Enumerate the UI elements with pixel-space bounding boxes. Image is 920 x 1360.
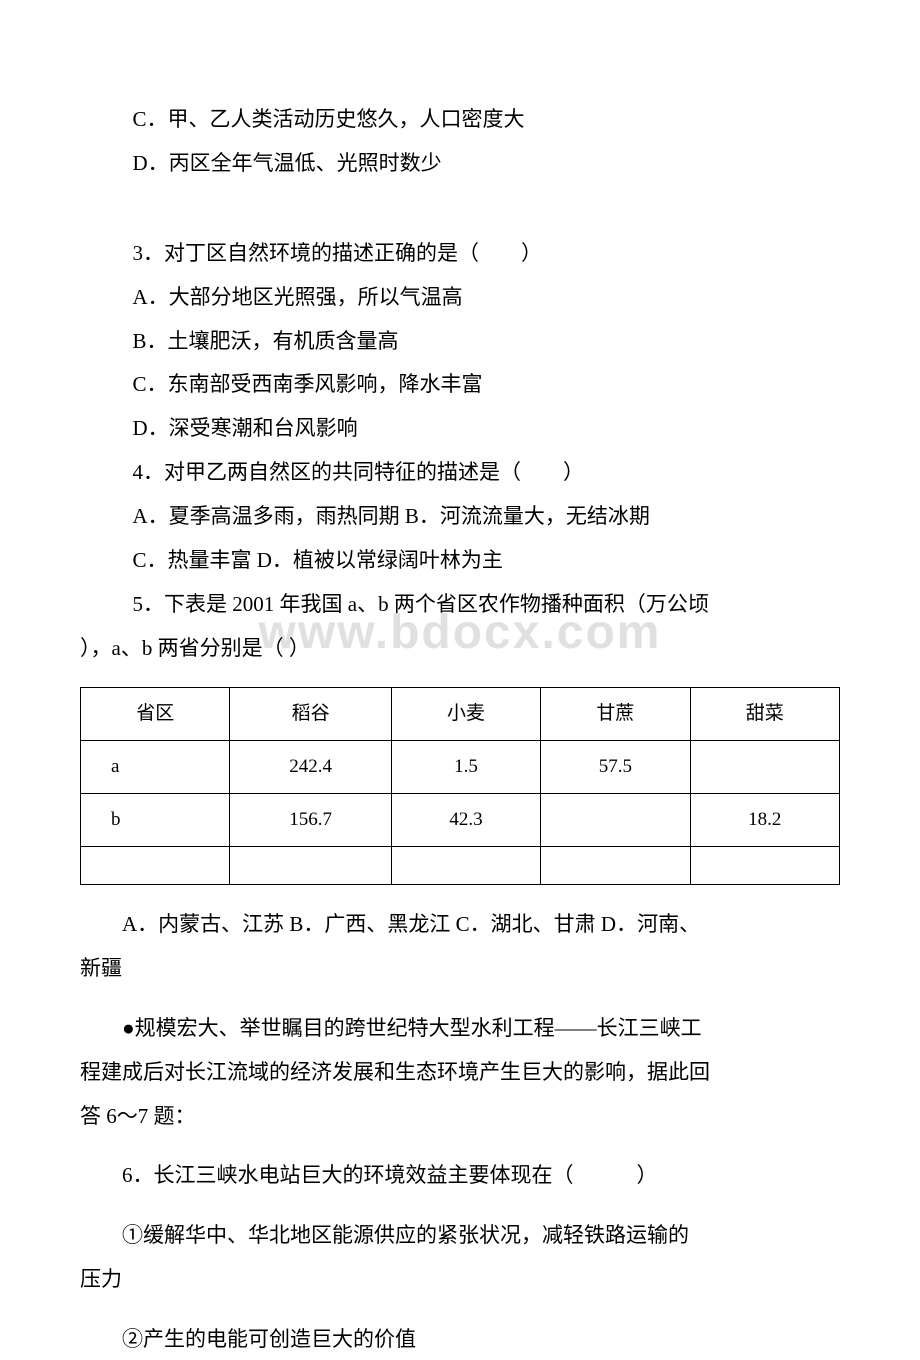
table-cell bbox=[690, 846, 839, 884]
q5-stem-line2: ），a、b 两省分别是（ ） bbox=[80, 629, 840, 669]
intro-67-line1: ●规模宏大、举世瞩目的跨世纪特大型水利工程——长江三峡工 bbox=[80, 1009, 840, 1049]
q3-stem: 3．对丁区自然环境的描述正确的是（ ） bbox=[80, 234, 840, 274]
q3-option-a: A．大部分地区光照强，所以气温高 bbox=[80, 278, 840, 318]
table-header: 甘蔗 bbox=[541, 687, 690, 740]
intro-67-line3: 答 6～7 题： bbox=[80, 1097, 840, 1137]
table-cell: 57.5 bbox=[541, 740, 690, 793]
q5-data-table: 省区 稻谷 小麦 甘蔗 甜菜 a 242.4 1.5 57.5 b 156.7 … bbox=[80, 687, 840, 885]
q3-option-d: D．深受寒潮和台风影响 bbox=[80, 409, 840, 449]
table-header: 小麦 bbox=[391, 687, 540, 740]
q3-option-b: B．土壤肥沃，有机质含量高 bbox=[80, 322, 840, 362]
q6-item1-line1: ①缓解华中、华北地区能源供应的紧张状况，减轻铁路运输的 bbox=[80, 1216, 840, 1256]
q6-item1-line2: 压力 bbox=[80, 1260, 840, 1300]
table-cell bbox=[230, 846, 391, 884]
prev-option-c: C．甲、乙人类活动历史悠久，人口密度大 bbox=[80, 100, 840, 140]
table-header: 省区 bbox=[81, 687, 230, 740]
intro-67-line2: 程建成后对长江流域的经济发展和生态环境产生巨大的影响，据此回 bbox=[80, 1053, 840, 1093]
q3-option-c: C．东南部受西南季风影响，降水丰富 bbox=[80, 365, 840, 405]
table-row: 省区 稻谷 小麦 甘蔗 甜菜 bbox=[81, 687, 840, 740]
table-cell bbox=[541, 846, 690, 884]
table-row: b 156.7 42.3 18.2 bbox=[81, 793, 840, 846]
table-cell: 18.2 bbox=[690, 793, 839, 846]
q6-item2: ②产生的电能可创造巨大的价值 bbox=[80, 1320, 840, 1360]
table-cell: b bbox=[81, 793, 230, 846]
prev-option-d: D．丙区全年气温低、光照时数少 bbox=[80, 144, 840, 184]
table-cell: 1.5 bbox=[391, 740, 540, 793]
q4-stem: 4．对甲乙两自然区的共同特征的描述是（ ） bbox=[80, 453, 840, 493]
q5-stem-line1: 5．下表是 2001 年我国 a、b 两个省区农作物播种面积（万公顷 bbox=[80, 585, 840, 625]
table-header: 甜菜 bbox=[690, 687, 839, 740]
table-row: a 242.4 1.5 57.5 bbox=[81, 740, 840, 793]
table-cell bbox=[81, 846, 230, 884]
table-cell: 242.4 bbox=[230, 740, 391, 793]
table-cell: 156.7 bbox=[230, 793, 391, 846]
table-cell bbox=[391, 846, 540, 884]
q4-option-ab: A．夏季高温多雨，雨热同期 B．河流流量大，无结冰期 bbox=[80, 497, 840, 537]
table-row bbox=[81, 846, 840, 884]
table-cell: a bbox=[81, 740, 230, 793]
document-content: C．甲、乙人类活动历史悠久，人口密度大 D．丙区全年气温低、光照时数少 3．对丁… bbox=[80, 100, 840, 1360]
q5-answer-line1: A．内蒙古、江苏 B．广西、黑龙江 C．湖北、甘肃 D．河南、 bbox=[80, 905, 840, 945]
table-cell: 42.3 bbox=[391, 793, 540, 846]
table-cell bbox=[541, 793, 690, 846]
q6-stem: 6．长江三峡水电站巨大的环境效益主要体现在（ ） bbox=[80, 1156, 840, 1196]
table-header: 稻谷 bbox=[230, 687, 391, 740]
q5-answer-line2: 新疆 bbox=[80, 949, 840, 989]
q4-option-cd: C．热量丰富 D．植被以常绿阔叶林为主 bbox=[80, 541, 840, 581]
table-cell bbox=[690, 740, 839, 793]
